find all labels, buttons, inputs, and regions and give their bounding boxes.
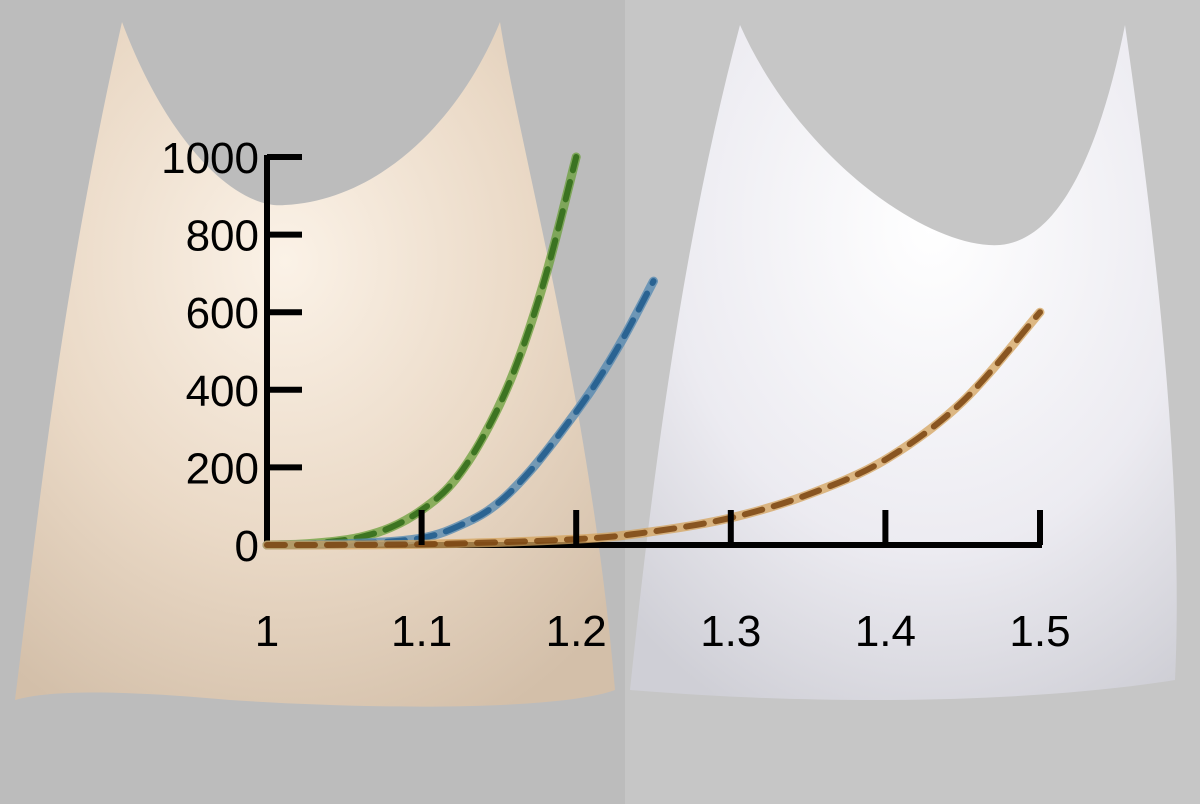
series-1-line <box>262 152 581 550</box>
x-tick-label: 1.4 <box>855 607 916 656</box>
x-tick-label: 1.5 <box>1009 607 1070 656</box>
y-tick-label: 0 <box>235 522 259 571</box>
series-2-dashed-line <box>264 278 657 548</box>
series-2-line <box>262 276 658 550</box>
series-3-dashed-line <box>264 309 1043 548</box>
x-tick-label: 1.1 <box>391 607 452 656</box>
x-tick-label: 1 <box>255 607 279 656</box>
y-tick-label: 400 <box>186 367 259 416</box>
left-cloth <box>15 22 615 707</box>
axes <box>264 155 1042 548</box>
series-1-dashed-line <box>264 154 580 548</box>
ticks-layer: 0 200 400 600 800 1000 1 1.1 1.2 1.3 1.4 1.5 <box>161 134 1070 656</box>
y-tick-label: 200 <box>186 444 259 493</box>
series-3-line <box>262 307 1045 550</box>
x-tick-label: 1.2 <box>546 607 607 656</box>
y-tick-label: 800 <box>186 212 259 261</box>
y-tick-label: 1000 <box>161 134 259 183</box>
x-tick-label: 1.3 <box>700 607 761 656</box>
series-layer <box>262 152 1045 550</box>
y-tick-label: 600 <box>186 289 259 338</box>
